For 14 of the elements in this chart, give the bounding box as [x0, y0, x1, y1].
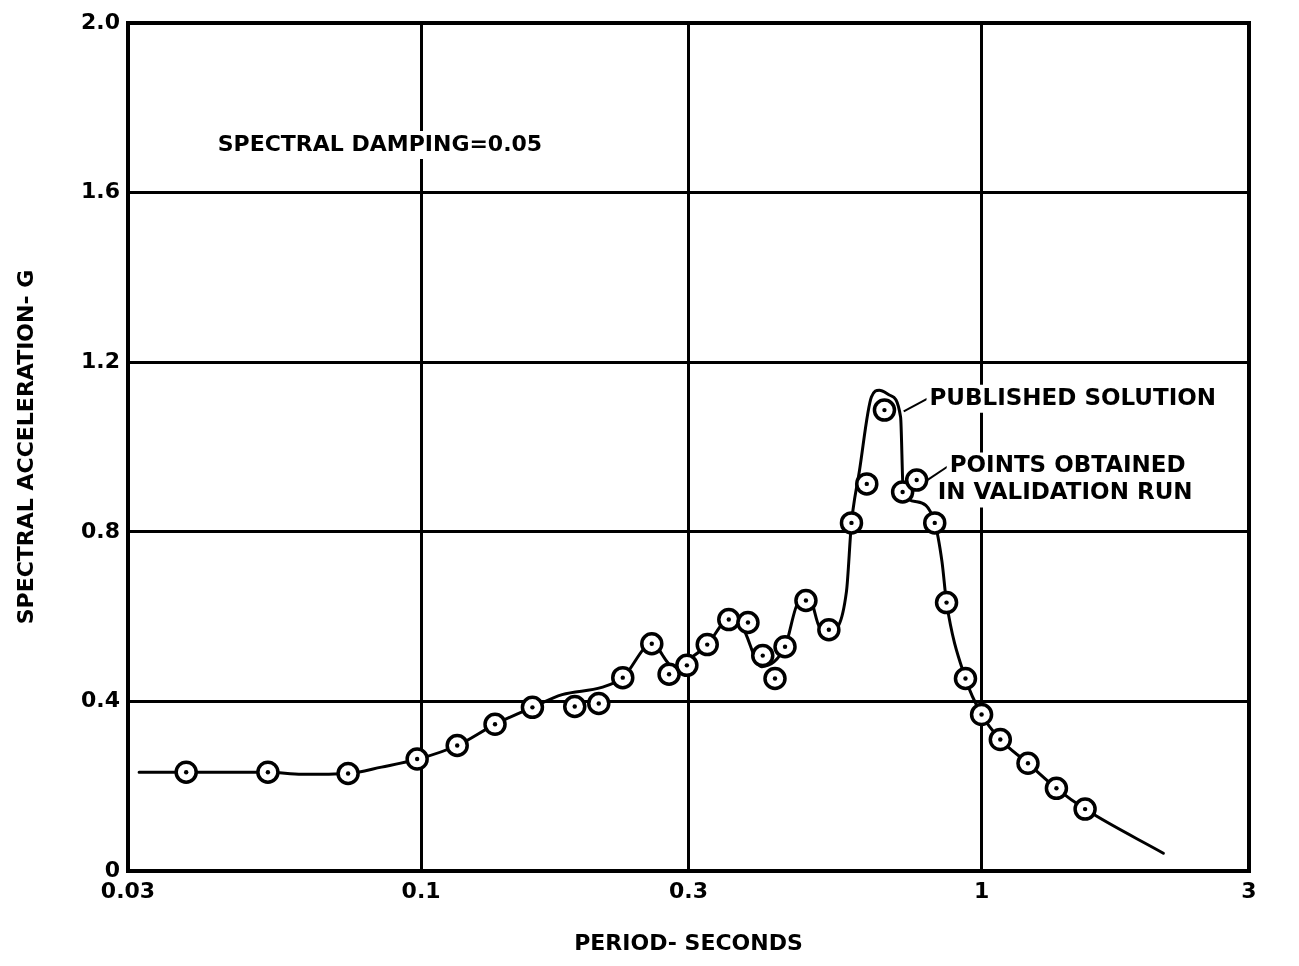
x-tick-label: 3	[1241, 877, 1257, 903]
x-axis-title: PERIOD- SECONDS	[574, 929, 803, 955]
legend-label: PUBLISHED SOLUTION	[929, 383, 1217, 410]
y-tick-label: 1.6	[81, 178, 120, 204]
x-tick-label: 0.3	[669, 877, 708, 903]
y-tick-label: 2.0	[81, 8, 120, 34]
y-axis-title: SPECTRAL ACCELERATION- G	[12, 269, 38, 625]
x-tick-label: 0.1	[401, 877, 441, 903]
y-tick-label: 0.4	[81, 687, 120, 713]
y-tick-label: 0.8	[81, 517, 120, 543]
y-tick-label: 1.2	[81, 347, 120, 373]
annotation: SPECTRAL DAMPING=0.05	[217, 130, 543, 156]
x-tick-label: 1	[973, 877, 990, 903]
legend-label: POINTS OBTAINED IN VALIDATION RUN	[937, 451, 1193, 505]
